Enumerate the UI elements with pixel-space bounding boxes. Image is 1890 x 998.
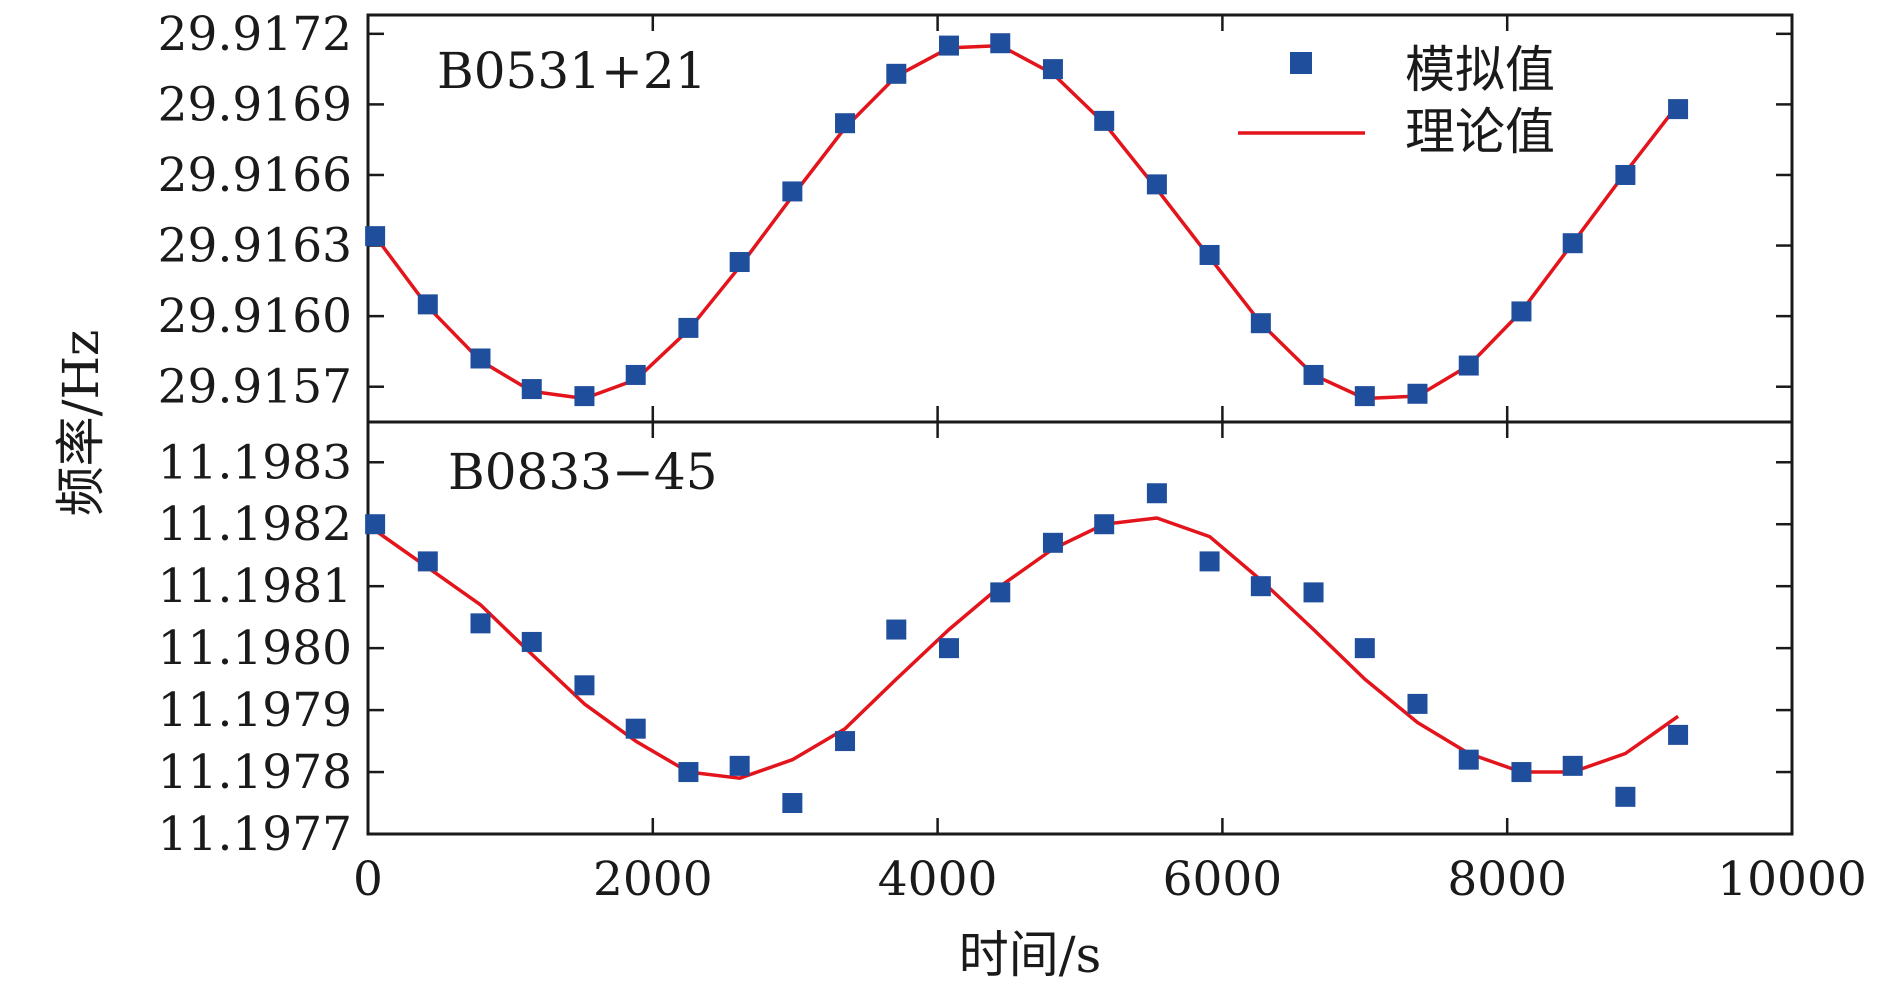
legend-label-theoretical: 理论值 bbox=[1405, 103, 1555, 161]
x-tick-label: 2000 bbox=[593, 852, 713, 907]
data-point-top bbox=[521, 379, 542, 400]
y-tick-label: 11.1977 bbox=[158, 807, 352, 862]
data-point-top bbox=[470, 348, 491, 369]
y-tick-label: 11.1980 bbox=[158, 621, 352, 676]
legend-label-simulated: 模拟值 bbox=[1405, 41, 1555, 99]
data-point-top bbox=[365, 226, 386, 247]
data-point-top bbox=[1562, 233, 1583, 254]
panel-label-bottom: B0833−45 bbox=[448, 443, 718, 501]
data-point-bottom bbox=[365, 514, 386, 535]
x-tick-label: 6000 bbox=[1163, 852, 1283, 907]
panel-label-top: B0531+21 bbox=[437, 42, 707, 100]
y-axis-title: 频率/Hz bbox=[52, 330, 110, 517]
data-point-bottom bbox=[1562, 755, 1583, 776]
y-tick-label: 29.9157 bbox=[158, 360, 352, 415]
y-tick-label: 11.1981 bbox=[158, 559, 352, 614]
data-point-top bbox=[1042, 59, 1063, 80]
theory-line-bottom bbox=[374, 516, 1680, 780]
x-tick-label: 10000 bbox=[1717, 852, 1867, 907]
data-point-bottom bbox=[1042, 532, 1063, 553]
data-point-top bbox=[1615, 164, 1636, 185]
data-point-bottom bbox=[1354, 638, 1375, 659]
y-tick-label: 29.9166 bbox=[158, 148, 352, 203]
y-tick-label: 11.1978 bbox=[158, 745, 352, 800]
data-point-bottom bbox=[1146, 483, 1167, 504]
data-point-bottom bbox=[470, 613, 491, 634]
data-point-bottom bbox=[1199, 551, 1220, 572]
data-point-top bbox=[417, 294, 438, 315]
data-point-top bbox=[1250, 313, 1271, 334]
y-tick-label: 11.1979 bbox=[158, 683, 352, 738]
x-tick-label: 4000 bbox=[878, 852, 998, 907]
data-point-bottom bbox=[729, 755, 750, 776]
data-point-bottom bbox=[574, 675, 595, 696]
data-point-bottom bbox=[938, 638, 959, 659]
y-tick-label: 11.1983 bbox=[158, 435, 352, 490]
y-tick-label: 29.9163 bbox=[158, 219, 352, 274]
y-tick-label: 29.9160 bbox=[158, 289, 352, 344]
data-point-top bbox=[1146, 174, 1167, 195]
y-tick-label: 29.9172 bbox=[158, 7, 352, 62]
data-point-top bbox=[1407, 383, 1428, 404]
plot-frame-bottom bbox=[366, 420, 1794, 836]
x-axis-title: 时间/s bbox=[959, 926, 1102, 984]
data-point-top bbox=[625, 364, 646, 385]
data-point-bottom bbox=[1407, 693, 1428, 714]
data-point-top bbox=[782, 181, 803, 202]
data-point-bottom bbox=[782, 793, 803, 814]
data-point-bottom bbox=[1094, 514, 1115, 535]
x-tick-label: 8000 bbox=[1447, 852, 1567, 907]
data-point-top bbox=[1354, 386, 1375, 407]
data-point-bottom bbox=[521, 631, 542, 652]
data-point-bottom bbox=[1458, 749, 1479, 770]
data-point-bottom bbox=[1668, 724, 1689, 745]
data-point-top bbox=[835, 113, 856, 134]
data-point-top bbox=[1668, 99, 1689, 120]
data-point-top bbox=[990, 33, 1011, 54]
data-point-bottom bbox=[1303, 582, 1324, 603]
data-point-top bbox=[938, 35, 959, 56]
legend-marker-simulated bbox=[1290, 52, 1312, 74]
data-point-bottom bbox=[625, 718, 646, 739]
data-point-top bbox=[678, 317, 699, 338]
data-point-bottom bbox=[886, 619, 907, 640]
data-point-bottom bbox=[1615, 786, 1636, 807]
data-point-bottom bbox=[990, 582, 1011, 603]
y-tick-label: 11.1982 bbox=[158, 497, 352, 552]
data-point-bottom bbox=[417, 551, 438, 572]
data-point-top bbox=[1511, 301, 1532, 322]
data-point-top bbox=[574, 386, 595, 407]
data-point-top bbox=[886, 63, 907, 84]
data-point-top bbox=[1303, 364, 1324, 385]
data-point-bottom bbox=[1511, 762, 1532, 783]
data-point-top bbox=[729, 252, 750, 273]
data-point-bottom bbox=[835, 731, 856, 752]
data-point-bottom bbox=[1250, 576, 1271, 597]
data-point-top bbox=[1094, 110, 1115, 131]
y-tick-label: 29.9169 bbox=[158, 77, 352, 132]
data-point-bottom bbox=[678, 762, 699, 783]
data-point-top bbox=[1458, 355, 1479, 376]
data-point-top bbox=[1199, 244, 1220, 265]
x-tick-label: 0 bbox=[353, 852, 383, 907]
